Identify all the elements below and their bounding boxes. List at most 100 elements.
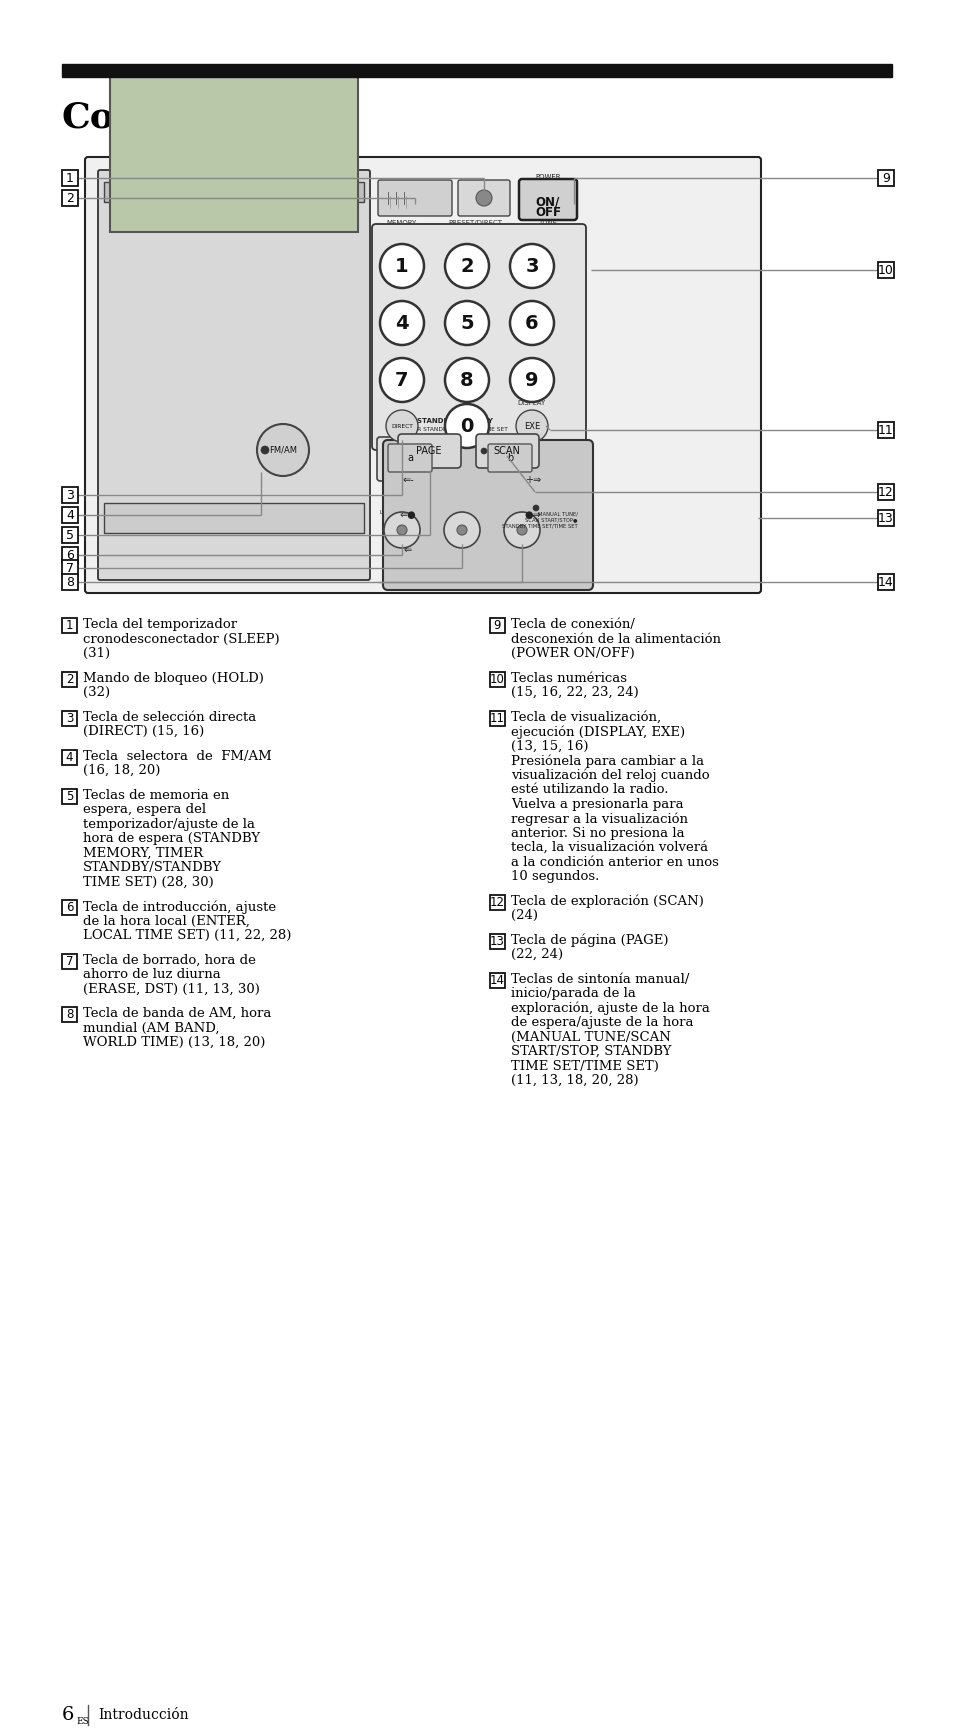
Bar [62, 190, 78, 206]
Bar [62, 711, 77, 726]
Circle shape [444, 244, 489, 289]
Circle shape [384, 512, 419, 548]
Text: OFF: OFF [535, 206, 560, 218]
Bar [62, 64, 891, 78]
Text: STANDBY  MEMORY: STANDBY MEMORY [416, 418, 493, 424]
Bar [877, 574, 893, 590]
Text: 2: 2 [459, 256, 474, 275]
Circle shape [480, 448, 486, 455]
Text: ejecución (DISPLAY, EXE): ejecución (DISPLAY, EXE) [511, 724, 684, 738]
Text: Tecla de banda de AM, hora: Tecla de banda de AM, hora [83, 1006, 271, 1020]
Text: Introducción: Introducción [98, 1708, 189, 1722]
Text: POWER: POWER [535, 175, 560, 180]
Text: 2: 2 [66, 673, 73, 685]
Text: DST: DST [456, 510, 467, 515]
Text: ERASE: ERASE [450, 503, 473, 508]
Text: START/STOP, STANDBY: START/STOP, STANDBY [511, 1044, 671, 1058]
Text: TIME SET/TIME SET): TIME SET/TIME SET) [511, 1060, 659, 1072]
Text: 1: 1 [66, 171, 74, 185]
Bar [104, 503, 364, 533]
Text: Tecla de conexión/: Tecla de conexión/ [511, 617, 634, 631]
Bar [62, 1006, 77, 1022]
Text: TIME SET: TIME SET [437, 448, 467, 453]
Text: 11: 11 [877, 424, 893, 436]
Bar [62, 953, 77, 968]
Text: Tecla de visualización,: Tecla de visualización, [511, 711, 660, 723]
Circle shape [379, 358, 423, 403]
Text: 13: 13 [877, 512, 893, 524]
FancyBboxPatch shape [382, 439, 593, 590]
Text: 3: 3 [66, 489, 74, 501]
Bar [490, 972, 504, 987]
Text: PAGE: PAGE [416, 446, 441, 456]
Circle shape [533, 505, 538, 512]
Circle shape [379, 301, 423, 346]
Bar [490, 934, 504, 949]
Text: tecla, la visualización volverá: tecla, la visualización volverá [511, 840, 707, 854]
Text: DISPLAY: DISPLAY [517, 399, 545, 406]
Text: Tecla del temporizador: Tecla del temporizador [83, 617, 237, 631]
Circle shape [261, 446, 269, 455]
Circle shape [444, 405, 489, 448]
Circle shape [396, 526, 407, 534]
Circle shape [510, 358, 554, 403]
Text: MEMORY, TIMER: MEMORY, TIMER [83, 847, 203, 859]
FancyBboxPatch shape [372, 225, 585, 450]
Text: a: a [407, 453, 413, 463]
Circle shape [444, 301, 489, 346]
Text: MEMORY: MEMORY [387, 220, 416, 226]
Circle shape [503, 512, 539, 548]
Text: hora de espera (STANDBY: hora de espera (STANDBY [83, 832, 260, 845]
Text: (ERASE, DST) (11, 13, 30): (ERASE, DST) (11, 13, 30) [83, 982, 259, 996]
Text: 12: 12 [490, 896, 504, 908]
Text: Teclas de sintonía manual/: Teclas de sintonía manual/ [511, 972, 689, 986]
Text: 2: 2 [66, 192, 74, 204]
Circle shape [379, 244, 423, 289]
Text: Tecla  selectora  de  FM/AM: Tecla selectora de FM/AM [83, 749, 272, 762]
Bar [877, 510, 893, 526]
Bar [490, 894, 504, 909]
Text: Presiónela para cambiar a la: Presiónela para cambiar a la [511, 754, 703, 768]
Text: mundial (AM BAND,: mundial (AM BAND, [83, 1022, 219, 1034]
Bar [490, 711, 504, 726]
Text: Controles: Controles [62, 100, 258, 135]
Text: ●⇒: ●⇒ [524, 510, 540, 520]
Text: 9: 9 [882, 171, 889, 185]
Text: Teclas numéricas: Teclas numéricas [511, 671, 626, 685]
Text: (22, 24): (22, 24) [511, 947, 562, 961]
Text: 14: 14 [877, 576, 893, 588]
Text: 9: 9 [525, 370, 538, 389]
Text: LOCAL TIME SET) (11, 22, 28): LOCAL TIME SET) (11, 22, 28) [83, 928, 291, 942]
Text: LOCAL TIME SET: LOCAL TIME SET [379, 510, 423, 515]
Text: (15, 16, 22, 23, 24): (15, 16, 22, 23, 24) [511, 686, 639, 699]
Text: 0: 0 [460, 417, 474, 436]
FancyBboxPatch shape [476, 434, 538, 469]
Text: Tecla de exploración (SCAN): Tecla de exploración (SCAN) [511, 894, 703, 908]
FancyBboxPatch shape [85, 157, 760, 593]
Text: 4: 4 [395, 313, 409, 332]
Text: TIME OFF: TIME OFF [393, 571, 418, 576]
Text: Tecla de borrado, hora de: Tecla de borrado, hora de [83, 953, 255, 967]
Bar [62, 901, 77, 915]
Text: 8: 8 [66, 576, 74, 588]
Text: (MANUAL TUNE/SCAN: (MANUAL TUNE/SCAN [511, 1030, 670, 1044]
Text: a la condición anterior en unos: a la condición anterior en unos [511, 856, 719, 868]
Text: b: b [506, 453, 513, 463]
Text: TUNE: TUNE [537, 220, 557, 226]
Text: (11, 13, 18, 20, 28): (11, 13, 18, 20, 28) [511, 1074, 638, 1088]
Text: 7: 7 [395, 370, 408, 389]
Bar [62, 488, 78, 503]
Bar [877, 263, 893, 278]
FancyBboxPatch shape [397, 434, 460, 469]
Circle shape [476, 190, 492, 206]
Text: +⇒: +⇒ [524, 475, 540, 486]
Text: visualización del reloj cuando: visualización del reloj cuando [511, 768, 709, 782]
Bar [62, 574, 78, 590]
Text: 12: 12 [877, 486, 893, 498]
Text: Vuelva a presionarla para: Vuelva a presionarla para [511, 797, 683, 811]
Text: Mando de bloqueo (HOLD): Mando de bloqueo (HOLD) [83, 671, 264, 685]
Text: Tecla de página (PAGE): Tecla de página (PAGE) [511, 934, 668, 947]
Text: 3: 3 [66, 712, 73, 724]
Bar [62, 169, 78, 187]
Text: TIMER STANDBY/STANDBY TIME SET: TIMER STANDBY/STANDBY TIME SET [402, 425, 507, 431]
